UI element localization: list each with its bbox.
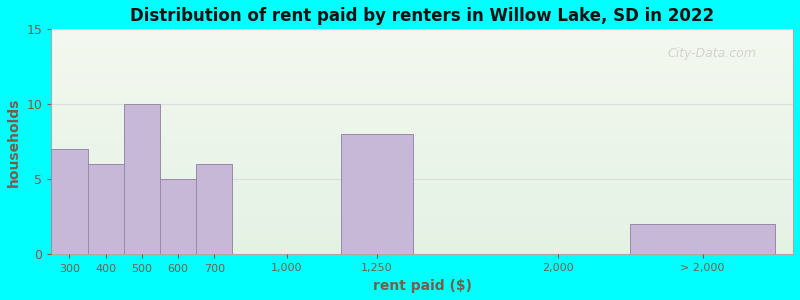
Bar	[51, 149, 87, 254]
Text: City-Data.com: City-Data.com	[667, 47, 756, 60]
Title: Distribution of rent paid by renters in Willow Lake, SD in 2022: Distribution of rent paid by renters in …	[130, 7, 714, 25]
Bar	[124, 104, 160, 254]
Y-axis label: households: households	[7, 97, 21, 187]
Bar	[630, 224, 775, 254]
Bar	[87, 164, 124, 254]
X-axis label: rent paid ($): rent paid ($)	[373, 279, 472, 293]
Bar	[196, 164, 232, 254]
Bar	[160, 179, 196, 254]
Bar	[341, 134, 413, 254]
